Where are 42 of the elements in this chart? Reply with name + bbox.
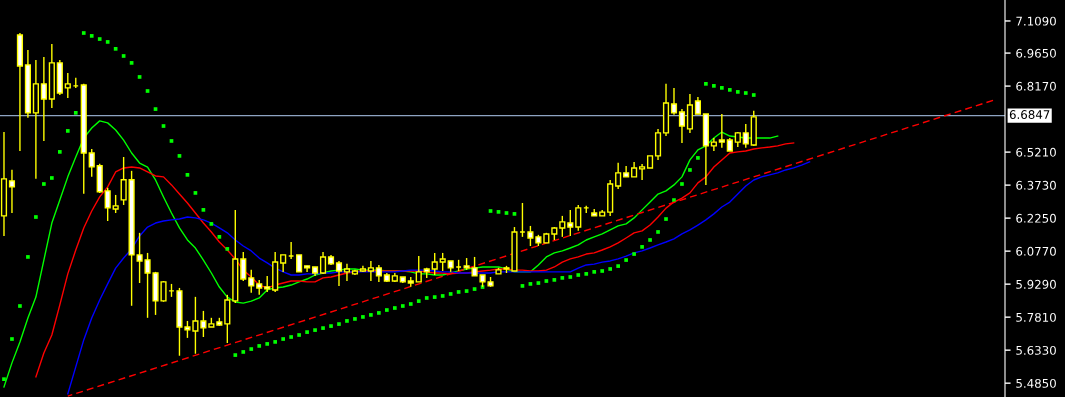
y-tick-label: 6.3730 — [1016, 180, 1056, 190]
candlestick — [224, 294, 231, 344]
candlestick — [64, 72, 71, 99]
candlestick — [40, 56, 47, 142]
candlestick — [431, 252, 438, 276]
y-tick-label: 5.6330 — [1016, 345, 1056, 355]
candlestick — [8, 169, 16, 214]
candlestick — [415, 255, 422, 283]
candlestick — [638, 163, 646, 181]
candlestick — [559, 215, 566, 238]
y-tick-label: 5.9290 — [1016, 279, 1056, 289]
candlestick — [319, 251, 327, 275]
candlestick — [615, 162, 622, 190]
candlestick — [567, 209, 574, 237]
line-series — [3, 120, 779, 388]
candlestick — [439, 252, 446, 272]
y-tick-label: 7.1090 — [1016, 16, 1056, 26]
y-tick-label: 5.4850 — [1016, 378, 1056, 388]
candlestick — [88, 148, 95, 178]
candlestick — [678, 108, 686, 144]
candlestick — [120, 156, 127, 206]
candlestick — [670, 87, 678, 116]
candlestick — [367, 260, 374, 282]
line-series — [67, 161, 811, 395]
y-tick-label: 5.7810 — [1016, 312, 1056, 322]
candlestick — [742, 123, 749, 149]
y-tick-label: 6.9650 — [1016, 48, 1056, 58]
candlestick — [686, 93, 694, 134]
candlestick — [343, 263, 351, 282]
candlestick — [335, 260, 343, 287]
candlestick — [112, 194, 119, 214]
candlestick — [575, 204, 582, 232]
ref-line-label: 6.6847 — [1009, 110, 1050, 120]
y-tick-label: 6.2250 — [1016, 213, 1056, 223]
candlestick — [104, 187, 111, 222]
candlestick — [718, 113, 725, 149]
candlestick — [248, 269, 255, 294]
y-tick-label: 6.8170 — [1016, 81, 1056, 91]
candlestick — [654, 128, 662, 161]
candlestick — [240, 251, 247, 282]
y-tick-label: 6.0770 — [1016, 246, 1056, 256]
y-tick-label: 6.5210 — [1016, 147, 1056, 157]
